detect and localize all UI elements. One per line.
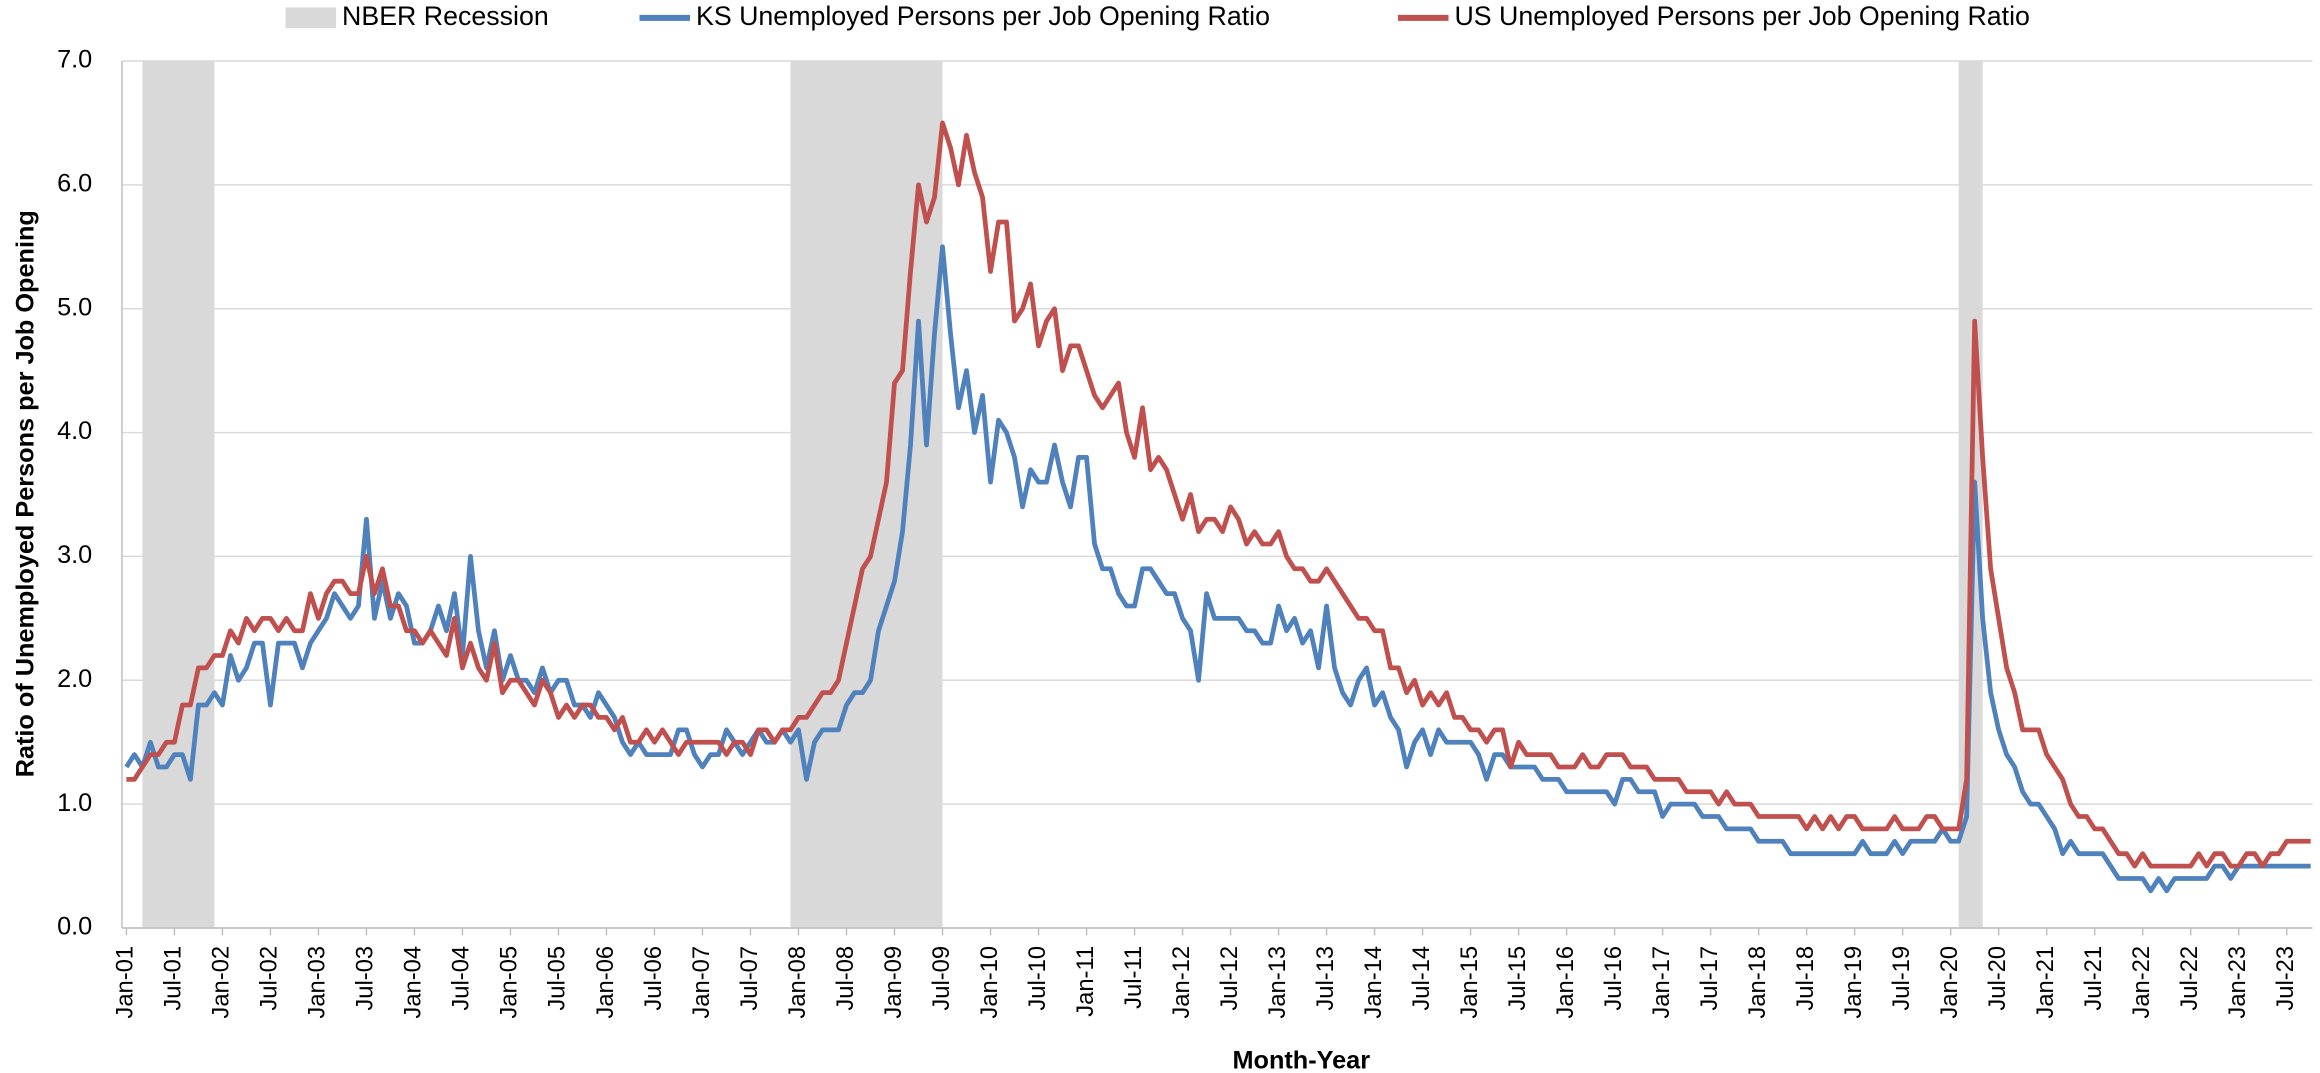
- y-tick-label: 6.0: [57, 170, 92, 198]
- x-tick-label: Jan-16: [1552, 946, 1579, 1019]
- x-tick-label: Jul-03: [352, 946, 379, 1011]
- legend-label: NBER Recession: [342, 1, 549, 31]
- x-tick-label: Jul-15: [1504, 946, 1531, 1011]
- x-tick-label: Jul-01: [160, 946, 187, 1011]
- x-tick-label: Jan-13: [1264, 946, 1291, 1019]
- x-tick-label: Jul-10: [1024, 946, 1051, 1011]
- series-line: [124, 244, 2311, 894]
- legend-swatch: [285, 7, 337, 29]
- x-tick-label: Jan-14: [1360, 946, 1387, 1019]
- y-tick-label: 1.0: [57, 789, 92, 817]
- x-tick-label: Jul-09: [928, 946, 955, 1011]
- x-tick-label: Jan-05: [496, 946, 523, 1019]
- x-tick-label: Jan-20: [1936, 946, 1963, 1019]
- y-tick-label: 4.0: [57, 417, 92, 445]
- x-tick-label: Jul-18: [1792, 946, 1819, 1011]
- x-tick-label: Jan-10: [976, 946, 1003, 1019]
- series-line: [126, 120, 2311, 869]
- x-tick-label: Jan-12: [1168, 946, 1195, 1019]
- x-tick-label: Jan-08: [784, 946, 811, 1019]
- y-tick-label: 7.0: [57, 46, 92, 74]
- x-tick-label: Jul-19: [1888, 946, 1915, 1011]
- recession-band: [142, 60, 215, 928]
- x-tick-label: Jan-23: [2224, 946, 2251, 1019]
- y-tick-label: 3.0: [57, 541, 92, 569]
- x-tick-label: Jul-07: [736, 946, 763, 1011]
- x-tick-label: Jul-22: [2176, 946, 2203, 1011]
- x-tick-label: Jul-17: [1696, 946, 1723, 1011]
- x-tick-label: Jan-07: [688, 946, 715, 1019]
- x-tick-label: Jul-11: [1120, 946, 1147, 1009]
- x-tick-label: Jan-19: [1840, 946, 1867, 1019]
- x-axis-title: Month-Year: [1232, 1047, 1370, 1073]
- y-axis-title: Ratio of Unemployed Persons per Job Open…: [11, 210, 39, 777]
- x-tick-label: Jul-14: [1408, 946, 1435, 1011]
- y-tick-label: 5.0: [57, 293, 92, 321]
- x-tick-label: Jan-06: [592, 946, 619, 1019]
- x-tick-label: Jan-21: [2032, 946, 2059, 1019]
- x-tick-label: Jul-08: [832, 946, 859, 1011]
- x-tick-label: Jul-05: [544, 946, 571, 1011]
- legend-label: KS Unemployed Persons per Job Opening Ra…: [696, 1, 1270, 31]
- x-tick-label: Jul-20: [1984, 946, 2011, 1011]
- x-tick-label: Jul-21: [2080, 946, 2107, 1011]
- x-tick-label: Jan-09: [880, 946, 907, 1019]
- x-tick-label: Jan-22: [2128, 946, 2155, 1019]
- y-tick-label: 0.0: [57, 913, 92, 941]
- x-tick-label: Jul-12: [1216, 946, 1243, 1011]
- x-tick-label: Jul-06: [640, 946, 667, 1011]
- x-tick-label: Jan-18: [1744, 946, 1771, 1019]
- x-tick-label: Jan-02: [208, 946, 235, 1019]
- y-tick-label: 2.0: [57, 665, 92, 693]
- x-tick-label: Jul-16: [1600, 946, 1627, 1011]
- x-tick-label: Jul-13: [1312, 946, 1339, 1011]
- x-tick-label: Jul-23: [2272, 946, 2299, 1011]
- x-tick-label: Jan-17: [1648, 946, 1675, 1019]
- x-tick-label: Jan-03: [304, 946, 331, 1019]
- x-tick-label: Jan-01: [112, 946, 139, 1019]
- x-tick-label: Jul-02: [256, 946, 283, 1011]
- x-tick-label: Jan-11: [1072, 946, 1099, 1017]
- legend-label: US Unemployed Persons per Job Opening Ra…: [1454, 1, 2029, 31]
- x-tick-label: Jan-04: [400, 946, 427, 1019]
- x-tick-label: Jan-15: [1456, 946, 1483, 1019]
- x-tick-label: Jul-04: [448, 946, 475, 1011]
